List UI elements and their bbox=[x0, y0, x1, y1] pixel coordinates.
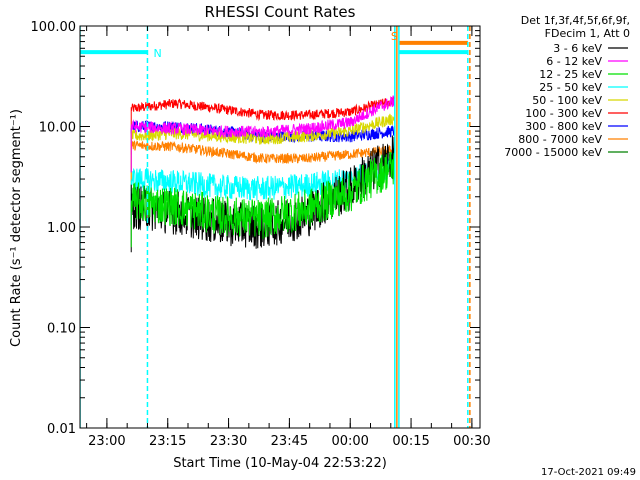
state-label: S bbox=[391, 30, 398, 43]
y-tick-label: 100.00 bbox=[31, 20, 77, 35]
series-line bbox=[130, 96, 396, 155]
footer-timestamp: 17-Oct-2021 09:49 bbox=[541, 467, 636, 478]
y-tick-label: 10.00 bbox=[39, 121, 76, 136]
x-tick-label: 23:00 bbox=[88, 434, 125, 449]
y-tick-label: 0.10 bbox=[47, 322, 76, 337]
legend-entry-label: 7000 - 15000 keV bbox=[504, 146, 602, 159]
legend-entry-label: 800 - 7000 keV bbox=[518, 133, 602, 146]
x-tick-label: 23:45 bbox=[271, 434, 308, 449]
x-tick-label: 23:15 bbox=[149, 434, 186, 449]
legend: Det 1f,3f,4f,5f,6f,9f,FDecim 1, Att 0 3 -… bbox=[504, 14, 630, 159]
series-line bbox=[130, 140, 396, 192]
legend-entry-label: 12 - 25 keV bbox=[539, 68, 602, 81]
x-axis-label: Start Time (10-May-04 22:53:22) bbox=[173, 456, 387, 471]
y-tick-label: 0.01 bbox=[47, 422, 76, 437]
legend-entry-label: 300 - 800 keV bbox=[525, 120, 602, 133]
legend-entry-label: 3 - 6 keV bbox=[553, 42, 602, 55]
legend-entry-label: 100 - 300 keV bbox=[525, 107, 602, 120]
x-tick-label: 00:15 bbox=[392, 434, 429, 449]
x-tick-label: 00:00 bbox=[331, 434, 368, 449]
chart-title: RHESSI Count Rates bbox=[205, 3, 356, 21]
state-label: N bbox=[153, 47, 161, 60]
legend-entry-label: 50 - 100 keV bbox=[532, 94, 602, 107]
plot-area: NS bbox=[80, 26, 471, 428]
legend-entry-label: 6 - 12 keV bbox=[546, 55, 602, 68]
legend-header: Det 1f,3f,4f,5f,6f,9f, bbox=[521, 14, 630, 27]
y-tick-label: 1.00 bbox=[47, 221, 76, 236]
x-tick-label: 00:30 bbox=[453, 434, 490, 449]
legend-header: FDecim 1, Att 0 bbox=[545, 27, 630, 40]
series-line bbox=[130, 151, 396, 248]
axes: 0.01 0.10 1.00 10.00 100.00 23:00 23:15 23:30 23… bbox=[31, 20, 491, 449]
series-line bbox=[130, 95, 396, 173]
x-tick-label: 23:30 bbox=[210, 434, 247, 449]
legend-entry-label: 25 - 50 keV bbox=[539, 81, 602, 94]
y-axis-label: Count Rate (s⁻¹ detector segment⁻¹) bbox=[9, 109, 24, 347]
